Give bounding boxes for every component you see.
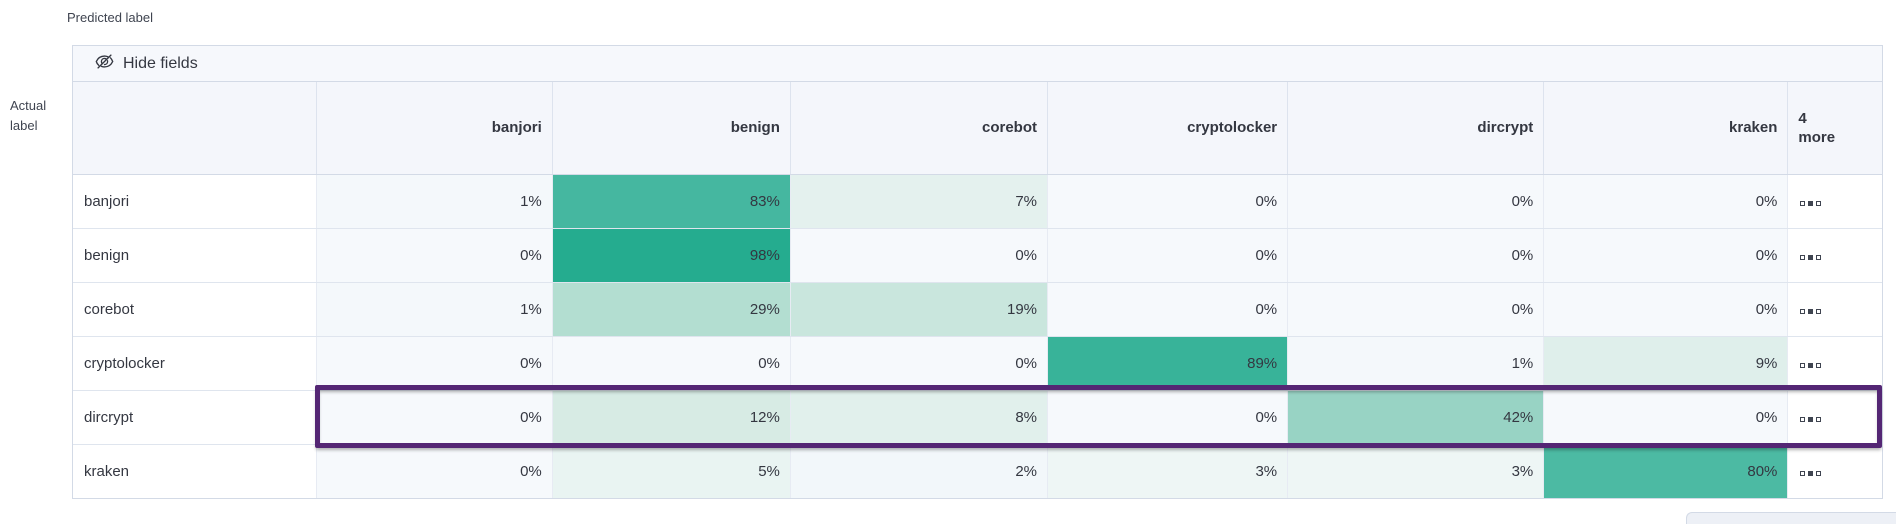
hidden-columns-count: 4 [1798,109,1807,127]
matrix-cell[interactable]: 5% [552,444,791,498]
matrix-cell[interactable]: 0% [1047,174,1289,229]
matrix-cell[interactable]: 3% [1047,444,1289,498]
table-row-dircrypt: dircrypt 0% 12% 8% 0% 42% 0% [73,390,1882,445]
matrix-cell[interactable]: 9% [1543,336,1789,391]
row-label[interactable]: corebot [73,282,317,337]
actual-label-line1: Actual [10,98,47,113]
row-actions-button[interactable] [1798,199,1823,208]
matrix-cell[interactable]: 1% [1287,336,1545,391]
row-actions-button[interactable] [1798,415,1823,424]
row-actions-button[interactable] [1798,361,1823,370]
confusion-matrix-grid: banjori benign corebot cryptolocker dirc… [73,82,1882,498]
boxes-horizontal-icon [1800,254,1806,260]
horizontal-scrollbar[interactable] [1686,512,1896,524]
table-row-benign: benign 0% 98% 0% 0% 0% 0% [73,228,1882,283]
row-actions-button[interactable] [1798,253,1823,262]
matrix-cell[interactable]: 7% [790,174,1049,229]
matrix-cell[interactable]: 0% [1543,282,1789,337]
boxes-horizontal-icon [1800,308,1806,314]
matrix-cell[interactable]: 0% [1047,282,1289,337]
grid-toolbar: Hide fields [73,46,1882,82]
hide-fields-button[interactable]: Hide fields [95,52,198,76]
predicted-label-axis-title: Predicted label [67,10,153,25]
matrix-cell[interactable]: 83% [552,174,791,229]
boxes-horizontal-icon [1800,362,1806,368]
column-header-benign[interactable]: benign [552,82,791,175]
matrix-cell[interactable]: 0% [316,390,553,445]
boxes-horizontal-icon [1800,200,1806,206]
table-row-cryptolocker: cryptolocker 0% 0% 0% 89% 1% 9% [73,336,1882,391]
matrix-cell[interactable]: 0% [1287,282,1545,337]
matrix-cell[interactable]: 0% [552,336,791,391]
matrix-cell[interactable]: 0% [1543,174,1789,229]
matrix-cell[interactable]: 0% [316,336,553,391]
matrix-cell[interactable]: 12% [552,390,791,445]
actual-label-line2: label [10,118,38,133]
row-label[interactable]: cryptolocker [73,336,317,391]
confusion-matrix-panel: Hide fields banjori benign corebot crypt… [72,45,1883,499]
boxes-horizontal-icon [1800,416,1806,422]
matrix-cell[interactable]: 0% [1047,390,1289,445]
matrix-cell[interactable]: 1% [316,282,553,337]
matrix-cell[interactable]: 0% [790,336,1049,391]
matrix-cell[interactable]: 19% [790,282,1049,337]
column-header-banjori[interactable]: banjori [316,82,553,175]
matrix-cell[interactable]: 0% [1047,228,1289,283]
table-row-corebot: corebot 1% 29% 19% 0% 0% 0% [73,282,1882,337]
column-header-cryptolocker[interactable]: cryptolocker [1047,82,1289,175]
matrix-cell[interactable]: 0% [1287,174,1545,229]
hidden-columns-word: more [1798,128,1836,146]
row-label[interactable]: banjori [73,174,317,229]
matrix-cell[interactable]: 8% [790,390,1049,445]
header-row: banjori benign corebot cryptolocker dirc… [73,82,1882,175]
boxes-horizontal-icon [1800,470,1806,476]
table-row-banjori: banjori 1% 83% 7% 0% 0% 0% [73,174,1882,229]
matrix-cell[interactable]: 1% [316,174,553,229]
matrix-cell[interactable]: 0% [1287,228,1545,283]
row-label[interactable]: kraken [73,444,317,498]
table-row-kraken: kraken 0% 5% 2% 3% 3% 80% [73,444,1882,498]
matrix-cell[interactable]: 0% [790,228,1049,283]
matrix-cell[interactable]: 0% [1543,228,1789,283]
matrix-cell[interactable]: 98% [552,228,791,283]
column-header-corebot[interactable]: corebot [790,82,1049,175]
matrix-cell[interactable]: 89% [1047,336,1289,391]
eye-closed-icon [95,52,114,76]
matrix-cell[interactable]: 29% [552,282,791,337]
actual-label-axis-title: Actual label [10,96,46,136]
matrix-cell[interactable]: 0% [1543,390,1789,445]
column-header-dircrypt[interactable]: dircrypt [1287,82,1545,175]
matrix-cell[interactable]: 42% [1287,390,1545,445]
column-header-kraken[interactable]: kraken [1543,82,1789,175]
header-corner-cell [73,82,317,175]
row-label[interactable]: benign [73,228,317,283]
row-actions-button[interactable] [1798,469,1823,478]
row-label[interactable]: dircrypt [73,390,317,445]
columns-hidden-header[interactable]: 4 more [1787,82,1882,175]
matrix-cell[interactable]: 3% [1287,444,1545,498]
row-actions-button[interactable] [1798,307,1823,316]
matrix-cell[interactable]: 80% [1543,444,1789,498]
matrix-cell[interactable]: 2% [790,444,1049,498]
matrix-cell[interactable]: 0% [316,228,553,283]
hide-fields-label: Hide fields [123,54,198,72]
matrix-cell[interactable]: 0% [316,444,553,498]
